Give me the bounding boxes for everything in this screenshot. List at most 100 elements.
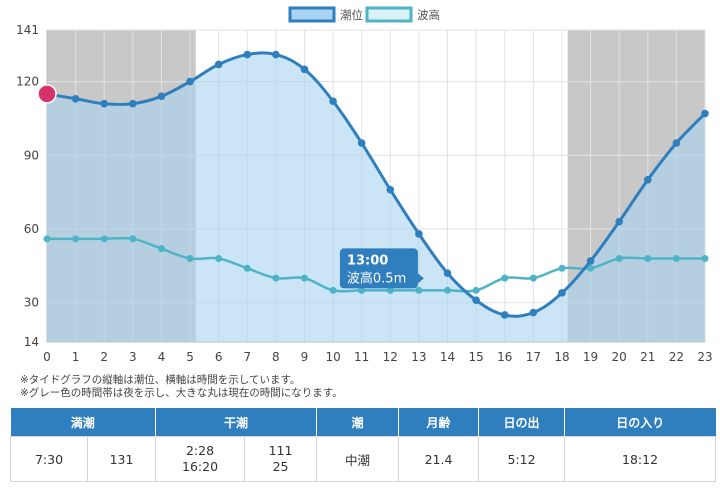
tide-point-1 [71, 94, 80, 103]
wave-point-23 [701, 254, 709, 262]
x-tick-label-2: 2 [100, 350, 108, 364]
x-tick-label-16: 16 [497, 350, 512, 364]
x-tick-label-6: 6 [215, 350, 223, 364]
wave-point-13 [415, 286, 423, 294]
legend-swatch-tide [288, 6, 336, 23]
wave-point-12 [386, 286, 394, 294]
tide-point-6 [214, 60, 223, 69]
chart-notes: ※タイドグラフの縦軸は潮位、横軸は時間を示しています。 ※グレー色の時間帯は夜を… [20, 374, 343, 400]
wave-point-16 [501, 274, 509, 282]
sunset-time: 18:12 [564, 436, 717, 482]
low-tide-time-1: 2:28 [185, 443, 215, 458]
x-tick-label-18: 18 [554, 350, 569, 364]
header-moon-age: 月齢 [398, 408, 480, 437]
x-tick-label-12: 12 [383, 350, 398, 364]
tide-point-4 [157, 92, 166, 101]
tide-point-7 [243, 50, 252, 59]
x-tick-label-8: 8 [272, 350, 280, 364]
wave-point-15 [472, 286, 480, 294]
tide-point-12 [386, 185, 395, 194]
legend-label-wave: 波高 [417, 8, 440, 22]
chart-note-night: ※グレー色の時間帯は夜を示し、大きな丸は現在の時間になります。 [20, 387, 343, 399]
x-tick-label-20: 20 [612, 350, 627, 364]
tooltip-box [339, 248, 418, 289]
x-tick-label-10: 10 [325, 350, 340, 364]
tide-point-3 [129, 99, 137, 108]
current-time-marker [37, 84, 57, 104]
table-row: 7:30 131 2:28 16:20 111 25 中潮 21.4 5:12 … [10, 436, 717, 482]
x-tick-label-1: 1 [72, 350, 80, 364]
tide-point-11 [357, 139, 366, 147]
x-tick-label-13: 13 [411, 350, 426, 364]
x-tick-label-11: 11 [354, 350, 369, 364]
table-header-row: 満潮 干潮 潮 月齢 日の出 日の入り [10, 408, 716, 437]
tide-point-23 [701, 109, 709, 118]
high-tide-time: 7:30 [10, 436, 88, 482]
x-tick-label-7: 7 [243, 350, 251, 364]
x-tick-label-9: 9 [301, 350, 309, 364]
high-tide-level: 131 [86, 436, 157, 482]
tide-point-13 [415, 230, 423, 238]
x-tick-label-4: 4 [158, 350, 166, 364]
header-low-tide: 干潮 [155, 408, 318, 437]
low-tide-level-2: 25 [272, 459, 289, 474]
wave-point-9 [300, 274, 308, 282]
wave-point-20 [615, 254, 623, 262]
tooltip-body: 波高0.5m [347, 270, 406, 286]
x-tick-label-23: 23 [697, 350, 712, 364]
moon-age: 21.4 [398, 436, 480, 482]
wave-point-14 [444, 286, 452, 294]
header-tide-type: 潮 [316, 408, 400, 437]
tide-type: 中潮 [316, 436, 400, 482]
x-tick-label-22: 22 [669, 350, 684, 364]
wave-point-6 [215, 254, 223, 262]
tide-chart: 14 30 60 90 120 141 0 1 2 3 4 5 6 7 8 9 10 11 12 13 14 15 16 17… [16, 6, 713, 364]
tide-info-table: 満潮 干潮 潮 月齢 日の出 日の入り 7:30 131 2:28 16:20 … [10, 408, 717, 482]
x-tick-label-15: 15 [468, 350, 483, 364]
tide-point-8 [272, 50, 280, 59]
low-tide-level-1: 111 [268, 443, 293, 458]
tide-area [47, 52, 705, 342]
header-sunrise: 日の出 [478, 408, 566, 437]
y-tick-label-0: 14 [24, 335, 39, 349]
wave-point-11 [358, 286, 366, 294]
wave-point-5 [186, 254, 194, 262]
tide-point-18 [558, 289, 566, 297]
wave-point-8 [272, 274, 280, 282]
y-tick-label-3: 90 [24, 148, 39, 162]
tide-point-2 [100, 99, 109, 108]
tide-point-5 [186, 77, 194, 86]
sunrise-time: 5:12 [478, 436, 566, 482]
low-tide-time-2: 16:20 [182, 459, 219, 474]
wave-point-2 [100, 235, 108, 243]
wave-point-22 [672, 254, 680, 262]
wave-point-0 [43, 235, 51, 243]
low-tide-levels: 111 25 [244, 436, 318, 482]
x-tick-label-17: 17 [526, 350, 541, 364]
y-tick-label-5: 141 [16, 23, 39, 37]
legend-label-tide: 潮位 [340, 8, 363, 22]
y-tick-label-1: 30 [24, 296, 39, 310]
x-tick-label-3: 3 [129, 350, 137, 364]
low-tide-times: 2:28 16:20 [155, 436, 246, 482]
tide-point-22 [672, 139, 681, 147]
tide-point-16 [500, 311, 509, 319]
chart-note-axes: ※タイドグラフの縦軸は潮位、横軸は時間を示しています。 [20, 374, 301, 386]
header-high-tide: 満潮 [10, 408, 157, 437]
wave-point-3 [129, 235, 137, 243]
tide-point-15 [472, 296, 480, 305]
tide-point-17 [529, 308, 538, 317]
wave-point-17 [529, 274, 537, 282]
tide-point-14 [443, 269, 452, 278]
wave-point-1 [72, 235, 80, 243]
x-tick-label-14: 14 [440, 350, 455, 364]
y-tick-label-4: 120 [16, 75, 39, 89]
tide-point-20 [615, 217, 623, 226]
wave-point-4 [157, 245, 165, 253]
x-tick-label-21: 21 [640, 350, 655, 364]
wave-point-7 [243, 264, 251, 272]
x-tick-label-0: 0 [43, 350, 51, 364]
tide-point-21 [643, 176, 652, 184]
wave-point-21 [644, 254, 652, 262]
